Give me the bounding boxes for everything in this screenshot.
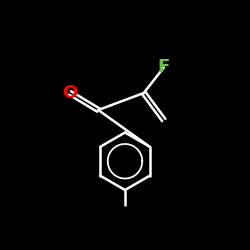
Text: F: F (158, 58, 170, 76)
Text: O: O (62, 84, 78, 102)
